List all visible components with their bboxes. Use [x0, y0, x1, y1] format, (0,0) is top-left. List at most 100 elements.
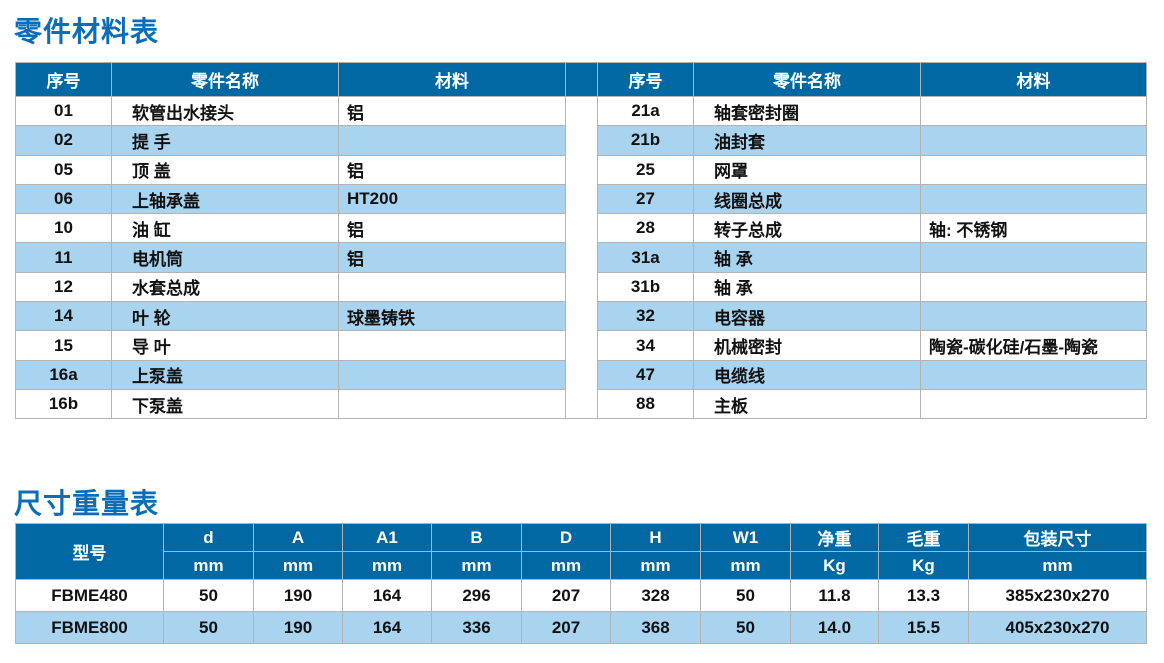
part-no: 28 [597, 213, 694, 244]
part-no: 14 [15, 301, 112, 332]
gap-cell [565, 95, 598, 420]
dim-value: 328 [610, 579, 701, 612]
part-name: 上轴承盖 [111, 183, 339, 215]
header-gap [565, 62, 598, 97]
dim-value: 296 [431, 579, 522, 612]
part-no: 31b [597, 271, 694, 303]
part-name: 上泵盖 [111, 359, 339, 390]
part-no: 88 [597, 388, 694, 420]
part-name: 下泵盖 [111, 388, 339, 420]
part-no: 11 [15, 242, 112, 273]
table-row: 10 油 缸铝 28 转子总成 轴: 不锈钢 [15, 213, 1147, 244]
part-material [338, 125, 566, 156]
dim-value: 50 [163, 611, 254, 644]
header-dim: B [431, 523, 522, 552]
table-row: FBME800 50 190 164 336 207 368 50 14.0 15.5 405x23… [15, 611, 1147, 644]
part-material: 陶瓷-碳化硅/石墨-陶瓷 [920, 330, 1147, 361]
parts-table: 序号 零件名称 材料 序号 零件名称 材料 01 软管出水接头铝 21a 轴套密封圈 0… [15, 62, 1147, 420]
part-no: 01 [15, 95, 112, 127]
part-name: 网罩 [693, 154, 921, 185]
part-name: 机械密封 [693, 330, 921, 361]
table-row: 11 电机筒铝 31a 轴 承 [15, 242, 1147, 273]
part-name: 软管出水接头 [111, 95, 339, 127]
table-row: 02 提 手 21b 油封套 [15, 125, 1147, 156]
header-name: 零件名称 [111, 62, 339, 97]
part-no: 16a [15, 359, 112, 390]
table-row: 01 软管出水接头铝 21a 轴套密封圈 [15, 95, 1147, 420]
header-no: 序号 [15, 62, 112, 97]
dim-value: 50 [700, 611, 791, 644]
model-name: FBME800 [15, 611, 164, 644]
part-material: HT200 [338, 183, 566, 215]
dim-value: 11.8 [790, 579, 879, 612]
dim-value: 164 [342, 579, 432, 612]
table-row: FBME480 50 190 164 296 207 328 50 11.8 13.3 385x23… [15, 579, 1147, 612]
header-material: 材料 [920, 62, 1147, 97]
dim-value: 336 [431, 611, 522, 644]
header-unit: mm [521, 551, 611, 580]
part-name: 线圈总成 [693, 183, 921, 215]
dim-value: 14.0 [790, 611, 879, 644]
part-material [920, 154, 1147, 185]
part-name: 叶 轮 [111, 301, 339, 332]
table-row: 16b 下泵盖 88 主板 [15, 388, 1147, 420]
header-unit: mm [253, 551, 343, 580]
part-no: 34 [597, 330, 694, 361]
part-material [920, 271, 1147, 303]
dim-value: 190 [253, 611, 343, 644]
part-name: 电机筒 [111, 242, 339, 273]
header-dim: A [253, 523, 343, 552]
table-row: 14 叶 轮球墨铸铁 32 电容器 [15, 301, 1147, 332]
part-material [920, 183, 1147, 215]
part-name: 水套总成 [111, 271, 339, 303]
parts-table-title: 零件材料表 [14, 15, 160, 48]
part-no: 12 [15, 271, 112, 303]
part-material: 铝 [338, 154, 566, 185]
part-name: 轴 承 [693, 271, 921, 303]
part-material: 铝 [338, 95, 566, 127]
part-material [920, 125, 1147, 156]
part-material: 铝 [338, 213, 566, 244]
part-no: 15 [15, 330, 112, 361]
dim-value: 50 [700, 579, 791, 612]
part-no: 21b [597, 125, 694, 156]
header-unit: mm [342, 551, 432, 580]
header-model: 型号 [15, 523, 164, 580]
header-dim: D [521, 523, 611, 552]
header-unit: mm [968, 551, 1147, 580]
header-dim: A1 [342, 523, 432, 552]
header-unit: mm [163, 551, 254, 580]
part-no: 02 [15, 125, 112, 156]
part-material [338, 359, 566, 390]
header-unit: mm [700, 551, 791, 580]
part-name: 油封套 [693, 125, 921, 156]
part-no: 47 [597, 359, 694, 390]
dim-value: 405x230x270 [968, 611, 1147, 644]
part-material: 球墨铸铁 [338, 301, 566, 332]
table-row: 05 顶 盖铝 25 网罩 [15, 154, 1147, 185]
part-no: 32 [597, 301, 694, 332]
part-material [338, 388, 566, 420]
dim-value: 207 [521, 611, 611, 644]
dim-value: 368 [610, 611, 701, 644]
part-name: 导 叶 [111, 330, 339, 361]
header-dim: 净重 [790, 523, 879, 552]
part-no: 25 [597, 154, 694, 185]
part-material [338, 330, 566, 361]
header-unit: Kg [878, 551, 969, 580]
part-material [920, 242, 1147, 273]
table-row: 06 上轴承盖 HT200 27 线圈总成 [15, 183, 1147, 215]
part-material [920, 301, 1147, 332]
part-material [920, 95, 1147, 127]
part-material: 铝 [338, 242, 566, 273]
part-name: 电缆线 [693, 359, 921, 390]
model-name: FBME480 [15, 579, 164, 612]
header-dim: 包装尺寸 [968, 523, 1147, 552]
part-name: 轴 承 [693, 242, 921, 273]
part-material [338, 271, 566, 303]
part-no: 16b [15, 388, 112, 420]
part-no: 21a [597, 95, 694, 127]
table-row: 15 导 叶 34 机械密封 陶瓷-碳化硅/石墨-陶瓷 [15, 330, 1147, 361]
part-material [920, 359, 1147, 390]
dim-value: 207 [521, 579, 611, 612]
